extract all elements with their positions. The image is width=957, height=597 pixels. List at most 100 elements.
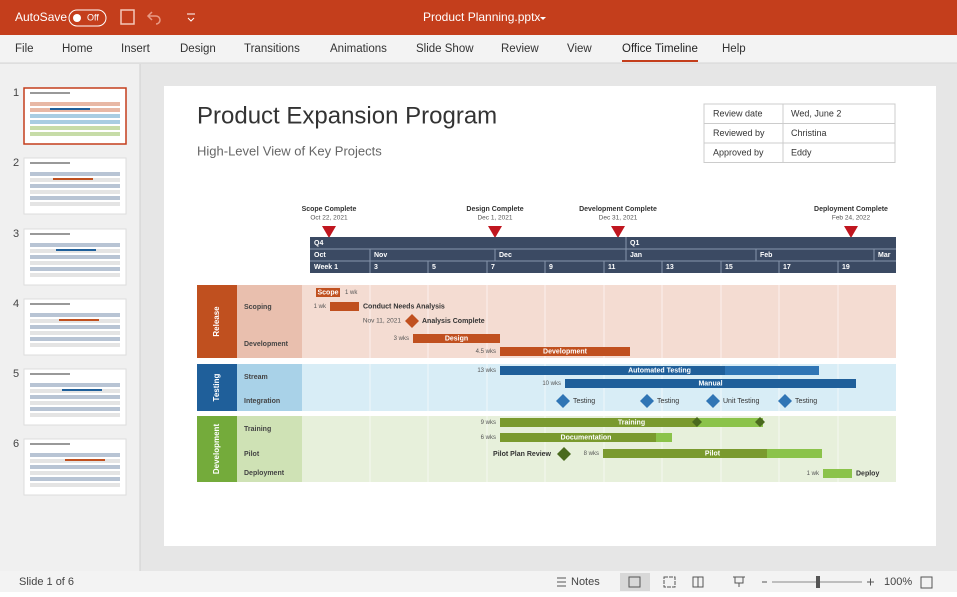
event-diamond[interactable] <box>706 394 720 408</box>
thumbnail-number: 2 <box>13 157 19 169</box>
thumbnail-number: 4 <box>13 298 19 310</box>
thumbnail-row <box>30 337 120 341</box>
table-label: Review date <box>713 108 763 118</box>
task-label: Manual <box>698 380 722 387</box>
task-duration: 13 wks <box>477 368 496 374</box>
task-bar-remaining[interactable] <box>725 366 819 375</box>
task-bar[interactable] <box>330 302 359 311</box>
task-bar[interactable] <box>500 347 630 356</box>
milestone-label: Deployment Complete <box>814 206 888 213</box>
thumbnail-row <box>30 395 120 399</box>
zoom-thumb[interactable] <box>816 576 820 588</box>
toggle-knob <box>73 14 81 22</box>
task-bar[interactable] <box>603 449 822 458</box>
thumbnail-title <box>30 92 70 94</box>
zoom-in-button[interactable] <box>867 578 874 586</box>
task-label: Design <box>445 335 468 342</box>
ribbon-tab[interactable]: Transitions <box>244 43 300 55</box>
event-diamond[interactable] <box>556 394 570 408</box>
task-label: Pilot <box>705 450 721 457</box>
milestone-marker <box>322 226 336 238</box>
week-label: 5 <box>432 264 436 271</box>
sorter-view-button[interactable] <box>663 576 676 588</box>
event-label: Testing <box>657 398 679 405</box>
reading-view-button[interactable] <box>692 576 704 588</box>
event-diamond[interactable] <box>778 394 792 408</box>
status-bar <box>0 571 957 592</box>
thumbnail-row <box>30 196 120 200</box>
ribbon-tab[interactable]: Home <box>62 43 93 55</box>
undo-icon[interactable] <box>146 11 161 25</box>
ribbon-tab[interactable]: File <box>15 43 34 55</box>
thumbnail-row <box>30 102 120 106</box>
ribbon-tab[interactable]: Help <box>722 43 746 55</box>
thumbnail-row <box>30 325 120 329</box>
task-duration: 4.5 wks <box>476 349 496 355</box>
thumbnail-row <box>30 255 120 259</box>
ribbon-tab[interactable]: Slide Show <box>416 43 474 55</box>
ribbon <box>0 35 957 63</box>
task-label: Automated Testing <box>628 367 691 374</box>
thumbnail-row <box>30 120 120 124</box>
quarter-label: Q4 <box>314 240 323 247</box>
task-bar[interactable] <box>565 379 856 388</box>
task-bar-remaining[interactable] <box>656 433 672 442</box>
thumbnail-row <box>30 413 120 417</box>
event-diamond[interactable] <box>405 314 419 328</box>
swimlane-row: Integration <box>244 398 280 405</box>
task-bar[interactable] <box>500 366 819 375</box>
slide-title: Product Expansion Program <box>197 102 497 129</box>
ribbon-tab[interactable]: Design <box>180 43 216 55</box>
autosave-label: AutoSave <box>15 10 67 24</box>
quarter-label: Q1 <box>630 240 639 247</box>
month-label: Oct <box>314 252 326 259</box>
table-value: Eddy <box>791 147 812 157</box>
task-bar[interactable] <box>316 288 340 297</box>
file-name[interactable]: Product Planning.pptx <box>423 10 540 24</box>
thumbnail-row <box>30 202 120 206</box>
fit-button[interactable] <box>920 576 933 589</box>
milestone-date: Oct 22, 2021 <box>310 215 348 222</box>
slideshow-button[interactable] <box>733 576 745 587</box>
swimlane-header <box>197 285 237 358</box>
event-diamond[interactable] <box>640 394 654 408</box>
swimlane-header <box>197 364 237 411</box>
normal-view-button[interactable] <box>620 573 650 591</box>
ribbon-tab[interactable]: Review <box>501 43 539 55</box>
active-tab-underline <box>622 60 698 62</box>
task-bar[interactable] <box>500 418 763 427</box>
thumbnail-row <box>30 243 120 247</box>
week-label: 17 <box>783 264 791 271</box>
ribbon-tab[interactable]: Insert <box>121 43 151 55</box>
autosave-toggle[interactable] <box>68 9 107 27</box>
notes-button[interactable]: Notes <box>571 576 600 588</box>
task-bar[interactable] <box>823 469 852 478</box>
progress-diamond <box>755 417 765 427</box>
event-label: Analysis Complete <box>422 318 485 325</box>
thumbnail-bar <box>59 319 99 321</box>
task-duration: 8 wks <box>584 451 599 457</box>
week-label: 11 <box>608 264 616 271</box>
ribbon-tab[interactable]: Animations <box>330 43 387 55</box>
thumbnail-bar <box>56 249 96 251</box>
thumbnail-row <box>30 132 120 136</box>
toggle-state: Off <box>87 12 99 22</box>
table-value: Christina <box>791 128 827 138</box>
milestone-marker <box>488 226 502 238</box>
event-diamond[interactable] <box>557 447 571 461</box>
task-bar[interactable] <box>500 433 672 442</box>
ribbon-tab[interactable]: Office Timeline <box>622 43 698 55</box>
thumbnail-row <box>30 471 120 475</box>
save-icon[interactable] <box>120 9 135 25</box>
task-bar[interactable] <box>413 334 500 343</box>
month-label: Nov <box>374 252 387 259</box>
customize-icon[interactable] <box>187 13 195 22</box>
task-bar-remaining[interactable] <box>697 418 763 427</box>
ribbon-tab[interactable]: View <box>567 43 592 55</box>
zoom-level[interactable]: 100% <box>884 576 912 588</box>
thumbnail-bar <box>62 389 102 391</box>
task-bar-remaining[interactable] <box>767 449 822 458</box>
thumbnail-row <box>30 483 120 487</box>
thumbnail-row <box>30 383 120 387</box>
